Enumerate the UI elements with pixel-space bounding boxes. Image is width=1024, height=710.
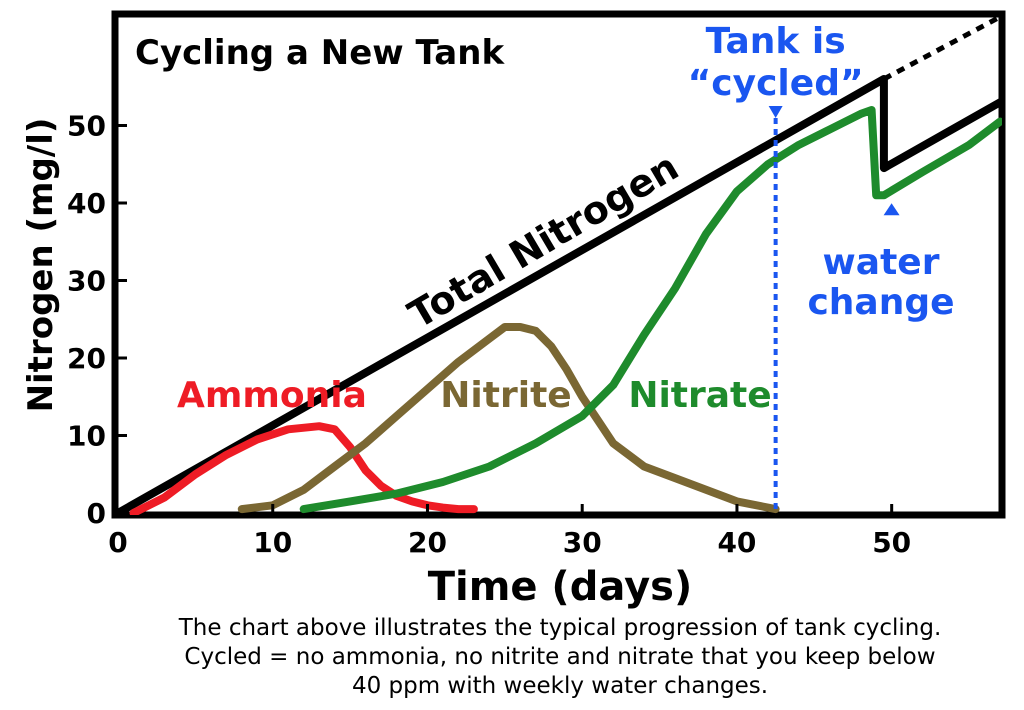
caption-line-2: Cycled = no ammonia, no nitrite and nitr… xyxy=(184,644,936,670)
y-tick-label: 30 xyxy=(67,265,106,298)
nitrate-label: Nitrate xyxy=(628,375,771,416)
y-axis-label: Nitrogen (mg/l) xyxy=(21,118,61,413)
water-change-arrow xyxy=(883,203,900,216)
caption-line-1: The chart above illustrates the typical … xyxy=(178,615,942,641)
water-change-label-line1: water xyxy=(823,242,940,283)
total-nitrogen-line xyxy=(115,75,1002,515)
y-tick-label: 0 xyxy=(87,497,106,530)
cycled-label-line1: Tank is xyxy=(706,21,846,62)
y-tick-label: 20 xyxy=(67,342,106,375)
ammonia-line xyxy=(129,422,478,515)
x-tick-label: 50 xyxy=(872,526,911,559)
x-tick-label: 40 xyxy=(717,526,756,559)
x-axis-label: Time (days) xyxy=(428,564,693,610)
cycled-label-line2: “cycled” xyxy=(688,63,864,104)
y-tick-label: 50 xyxy=(67,110,106,143)
x-tick-label: 20 xyxy=(408,526,447,559)
chart-title: Cycling a New Tank xyxy=(135,33,505,73)
water-change-label-line2: change xyxy=(807,282,954,323)
nitrate-line xyxy=(299,106,1002,514)
ammonia-label: Ammonia xyxy=(177,375,367,416)
nitrite-label: Nitrite xyxy=(440,375,571,416)
nitrite-line xyxy=(237,323,780,514)
x-tick-label: 10 xyxy=(253,526,292,559)
x-tick-label: 0 xyxy=(108,526,127,559)
x-tick-label: 30 xyxy=(563,526,602,559)
total-nitrogen-projection-line xyxy=(882,14,1002,82)
y-tick-label: 10 xyxy=(67,420,106,453)
cycled-marker-arrow xyxy=(768,106,783,118)
chart-caption: The chart above illustrates the typical … xyxy=(0,614,1024,701)
caption-line-3: 40 ppm with weekly water changes. xyxy=(351,673,769,699)
y-tick-label: 40 xyxy=(67,187,106,220)
